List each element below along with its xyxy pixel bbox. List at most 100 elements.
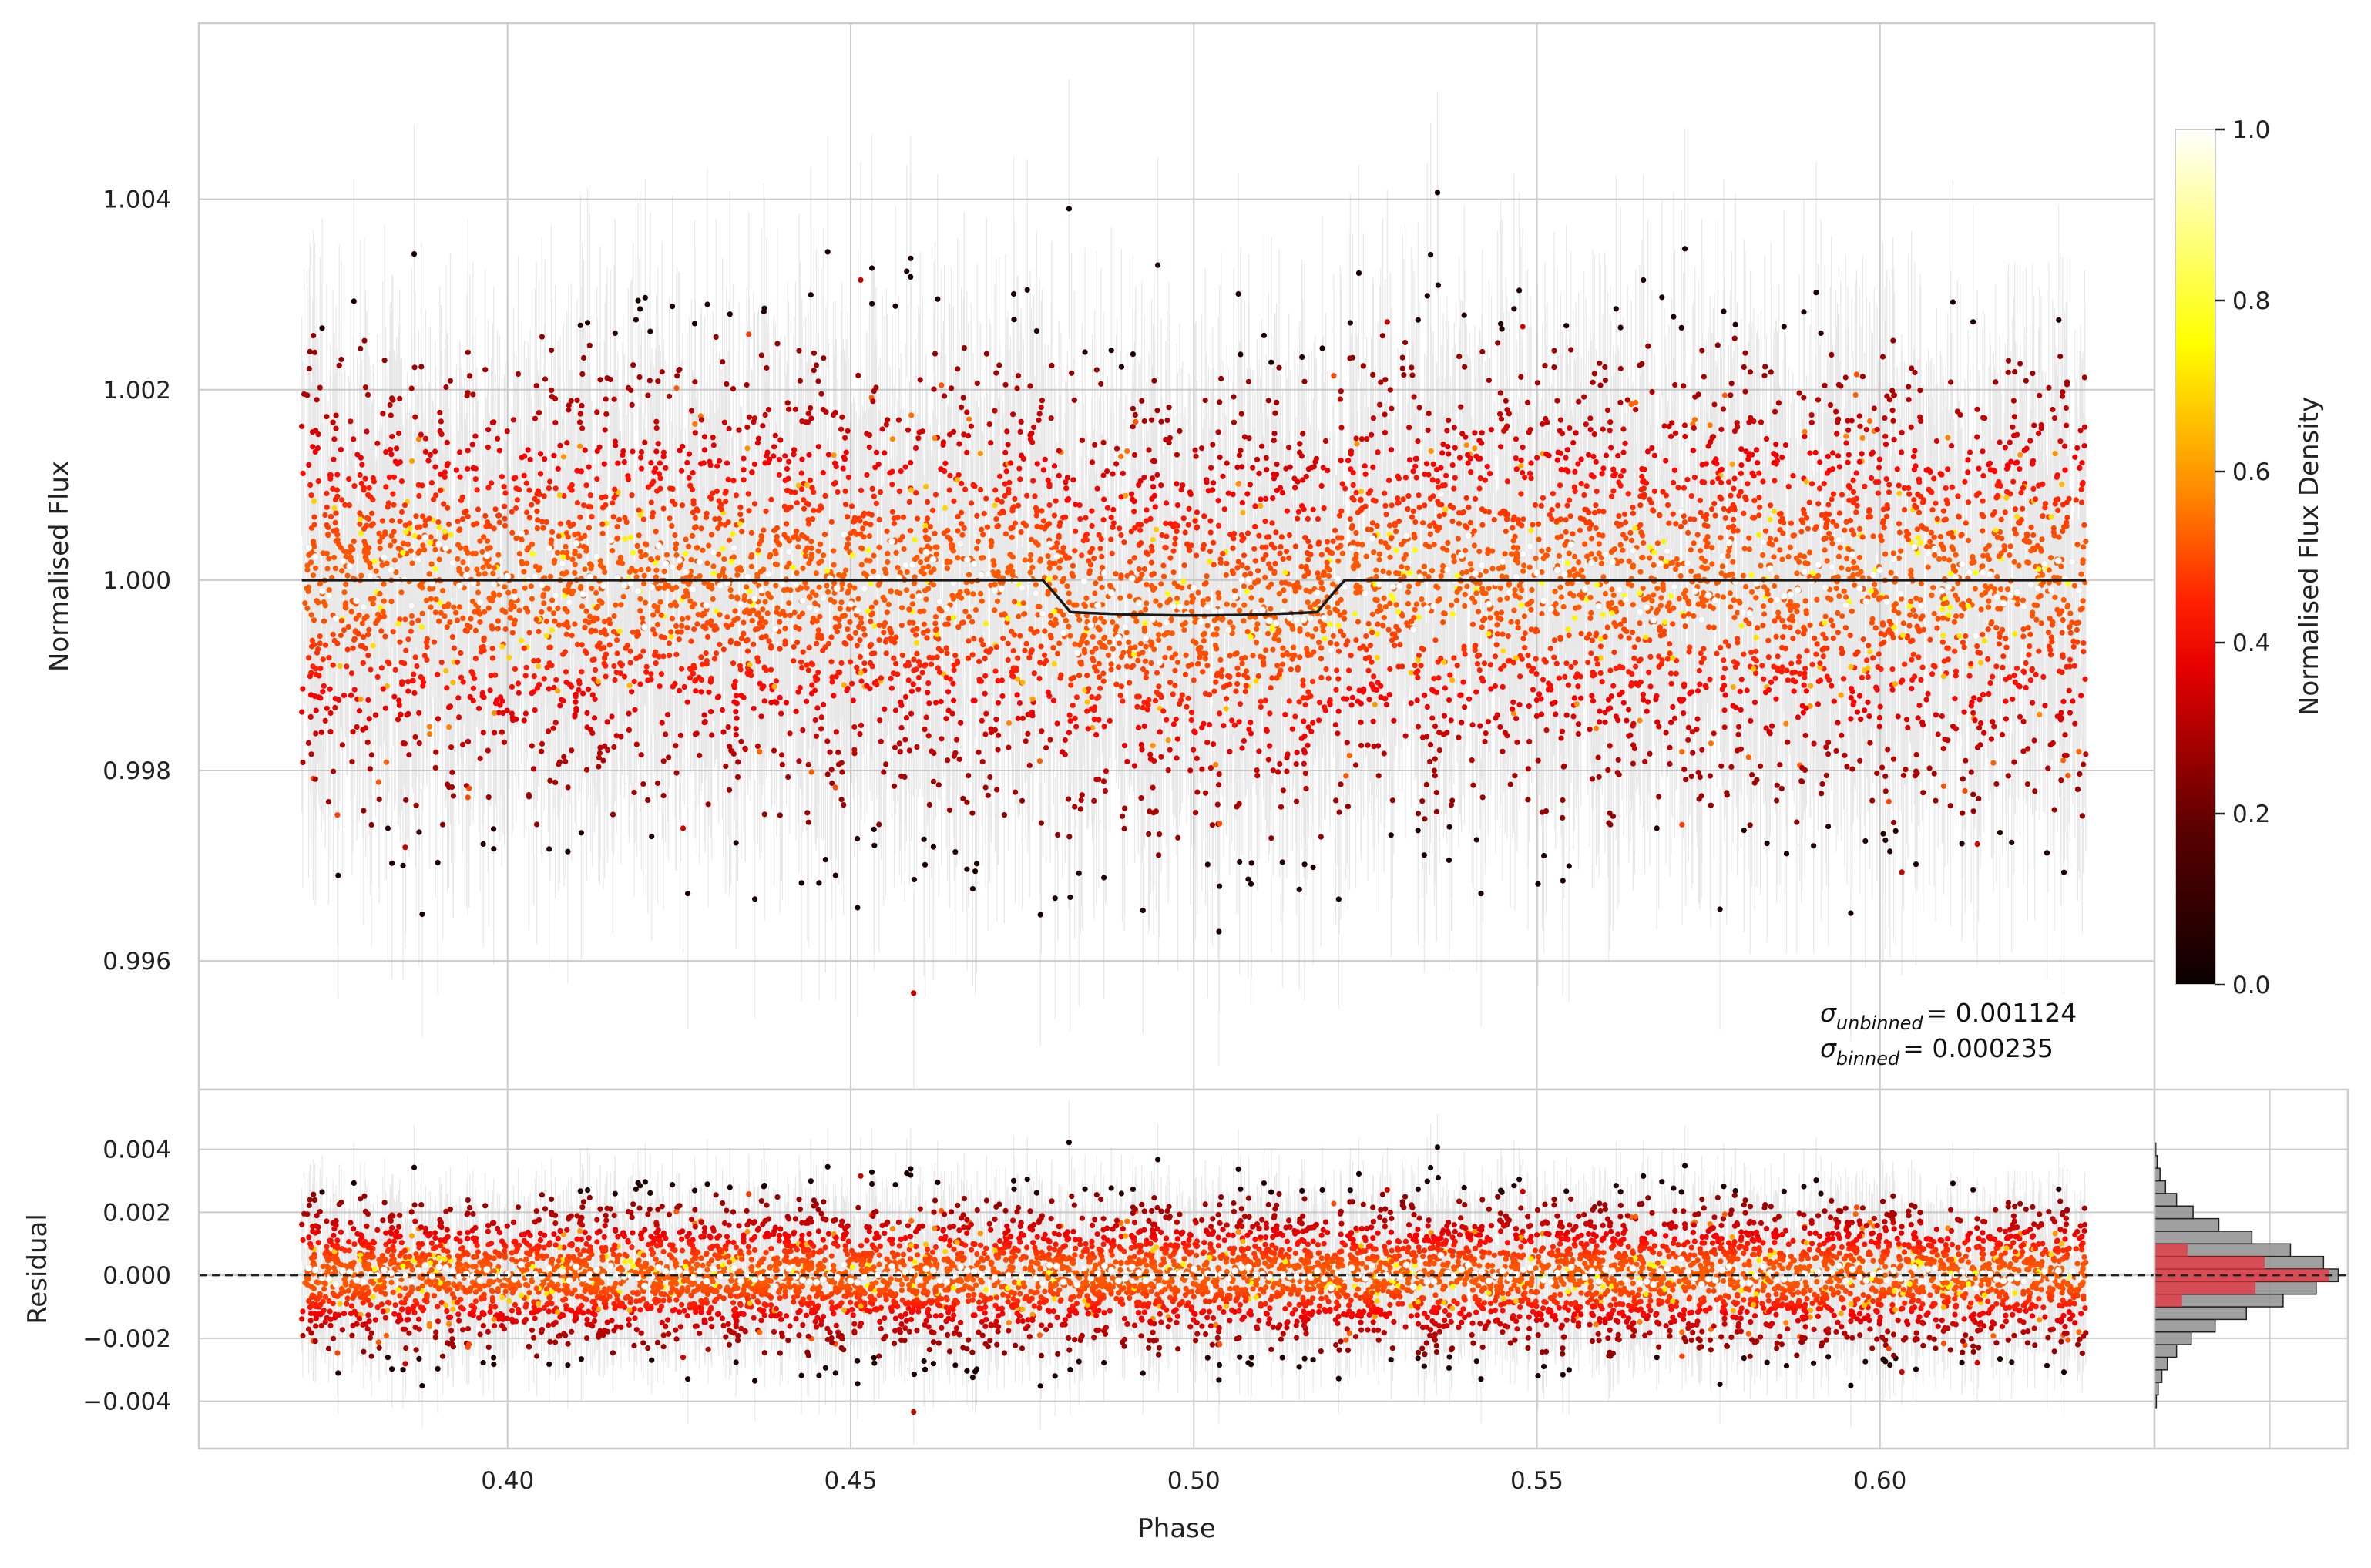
flux-point	[376, 530, 382, 536]
flux-point	[1078, 797, 1084, 803]
flux-point	[582, 566, 588, 572]
flux-point	[1558, 735, 1564, 741]
flux-point	[1856, 554, 1862, 561]
flux-point	[1651, 488, 1657, 495]
flux-point	[1599, 679, 1605, 685]
flux-point	[1192, 447, 1198, 453]
flux-point	[1316, 700, 1323, 706]
flux-point	[548, 540, 554, 546]
flux-point	[888, 675, 894, 682]
flux-point	[816, 584, 822, 590]
flux-point	[994, 497, 1000, 503]
flux-point	[1597, 655, 1604, 661]
flux-point	[921, 836, 927, 842]
flux-point	[1637, 590, 1643, 596]
flux-point	[1809, 570, 1816, 576]
flux-point	[808, 292, 814, 298]
flux-point	[771, 747, 777, 754]
flux-point	[1277, 760, 1283, 767]
flux-point	[761, 698, 767, 704]
flux-point	[983, 710, 989, 717]
flux-point	[1046, 502, 1053, 509]
flux-point	[1200, 632, 1206, 638]
flux-point	[1482, 616, 1488, 622]
flux-point	[1035, 603, 1041, 609]
flux-point	[1841, 676, 1847, 682]
flux-point	[1292, 543, 1298, 549]
flux-point	[1512, 533, 1518, 539]
flux-point	[595, 678, 601, 685]
flux-point	[1004, 428, 1010, 435]
flux-point	[589, 730, 596, 737]
flux-point	[616, 559, 622, 566]
flux-point	[1142, 606, 1149, 613]
flux-point	[794, 640, 801, 646]
flux-point	[1117, 693, 1123, 699]
flux-point	[1202, 397, 1208, 404]
flux-point	[1858, 716, 1864, 723]
flux-point	[1185, 695, 1191, 701]
flux-point	[1529, 668, 1535, 674]
flux-point	[1378, 379, 1384, 385]
flux-point	[446, 724, 452, 730]
flux-point	[732, 608, 738, 614]
flux-point	[1675, 562, 1681, 568]
flux-point	[821, 701, 827, 708]
flux-point	[1765, 591, 1771, 597]
flux-point	[1559, 431, 1565, 437]
flux-point	[1150, 536, 1156, 543]
flux-point	[911, 876, 917, 883]
flux-point	[1610, 592, 1617, 599]
flux-point	[582, 447, 588, 453]
flux-point	[1558, 533, 1564, 539]
flux-point	[710, 570, 717, 576]
flux-point	[1401, 372, 1407, 378]
flux-point	[1758, 562, 1764, 569]
flux-point	[1588, 551, 1594, 557]
flux-point	[900, 514, 906, 520]
flux-point	[828, 767, 835, 773]
flux-point	[633, 568, 639, 574]
flux-point	[326, 655, 332, 661]
flux-point	[1688, 493, 1694, 499]
flux-point	[1853, 371, 1860, 378]
flux-point	[871, 493, 877, 499]
flux-point	[1738, 446, 1745, 452]
flux-point	[1445, 539, 1451, 546]
flux-point	[1096, 674, 1103, 680]
flux-point	[1414, 697, 1420, 703]
flux-point	[932, 435, 938, 442]
flux-point	[1407, 570, 1413, 576]
flux-point	[524, 509, 530, 515]
flux-point	[504, 707, 510, 713]
flux-point	[950, 596, 956, 602]
flux-point	[432, 546, 438, 553]
flux-point	[2036, 482, 2042, 489]
flux-point	[1878, 641, 1884, 647]
flux-point	[1431, 676, 1437, 682]
flux-point	[526, 630, 532, 636]
flux-point	[1416, 492, 1422, 499]
flux-point	[1130, 424, 1136, 430]
flux-point	[1850, 565, 1857, 571]
flux-point	[1188, 609, 1194, 615]
flux-point	[1370, 718, 1376, 724]
flux-point	[824, 249, 831, 255]
flux-point	[730, 531, 736, 537]
flux-point	[2060, 389, 2066, 395]
flux-point	[442, 535, 448, 541]
flux-point	[1048, 415, 1054, 421]
flux-point	[832, 615, 838, 621]
flux-point	[785, 488, 791, 494]
flux-point	[1855, 649, 1861, 655]
flux-point	[2011, 759, 2017, 765]
flux-point	[1080, 538, 1086, 544]
flux-point	[1697, 681, 1703, 687]
flux-point	[611, 613, 617, 619]
flux-point	[1909, 637, 1916, 643]
flux-point	[1931, 771, 1937, 777]
flux-point	[541, 600, 547, 606]
flux-point	[976, 658, 982, 665]
flux-point	[1429, 568, 1436, 574]
flux-point	[1373, 567, 1379, 573]
